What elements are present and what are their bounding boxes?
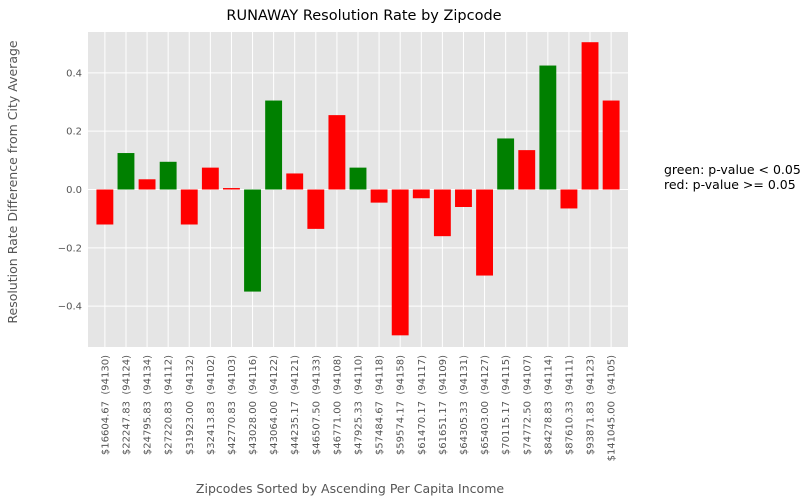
bar [412, 189, 430, 199]
bar [328, 115, 346, 190]
bar [244, 189, 261, 292]
x-tick-label: $22247.83 (94124) [121, 355, 132, 455]
x-tick-label: $141045.00 (94105) [607, 355, 618, 462]
x-tick-label: $87610.33 (94111) [564, 355, 575, 455]
x-tick-label: $31923.00 (94132) [185, 355, 196, 455]
bar [286, 173, 304, 190]
x-tick-label: $43028.00 (94116) [248, 355, 259, 455]
x-tick-label: $65403.00 (94127) [480, 355, 491, 455]
bar [602, 100, 620, 190]
bar [349, 167, 367, 190]
x-tick-label: $84278.83 (94114) [543, 355, 554, 455]
bar [223, 188, 240, 190]
x-tick-label: $32413.83 (94102) [206, 355, 217, 455]
bar [370, 189, 388, 203]
bar [265, 100, 283, 190]
bar [138, 179, 156, 190]
bar [307, 189, 325, 229]
x-tick-label: $16604.67 (94130) [100, 355, 111, 455]
bar [497, 138, 515, 190]
bars [96, 42, 620, 336]
x-tick-label: $70115.17 (94115) [501, 355, 512, 455]
x-tick-label: $74772.50 (94107) [522, 355, 533, 455]
x-tick-label: $57484.67 (94118) [375, 355, 386, 455]
bar [159, 161, 177, 190]
bar [518, 150, 536, 190]
y-axis-ticks: −0.4 −0.2 0.0 0.2 0.4 [58, 68, 82, 312]
chart-title: RUNAWAY Resolution Rate by Zipcode [226, 8, 501, 24]
bar [433, 189, 451, 237]
bar [201, 167, 219, 190]
bar [391, 189, 409, 336]
y-tick-label: −0.4 [58, 302, 82, 313]
y-tick-label: −0.2 [58, 243, 82, 254]
x-tick-label: $59574.17 (94158) [396, 355, 407, 455]
x-tick-label: $24795.83 (94134) [143, 355, 154, 455]
x-tick-label: $46771.00 (94108) [332, 355, 343, 455]
x-tick-label: $44235.17 (94121) [290, 355, 301, 455]
y-tick-label: 0.4 [66, 68, 82, 79]
bar [180, 189, 198, 225]
x-tick-label: $64305.33 (94131) [459, 355, 470, 455]
x-tick-label: $43064.00 (94122) [269, 355, 280, 455]
x-axis-ticks: $16604.67 (94130) $22247.83 (94124) $24795… [100, 355, 617, 462]
bar [117, 153, 135, 190]
bar [539, 65, 557, 190]
x-tick-label: $27220.83 (94112) [164, 355, 175, 455]
y-tick-label: 0.2 [66, 127, 82, 138]
bar [560, 189, 578, 209]
bar [581, 42, 599, 190]
x-tick-label: $61470.17 (94117) [417, 355, 428, 455]
x-tick-label: $61651.17 (94109) [438, 355, 449, 455]
bar [455, 189, 472, 207]
x-tick-label: $46507.50 (94133) [311, 355, 322, 455]
x-tick-label: $47925.33 (94110) [354, 355, 365, 455]
y-axis-label: Resolution Rate Difference from City Ave… [5, 40, 20, 324]
legend-note-red: red: p-value >= 0.05 [664, 177, 796, 192]
legend-note-green: green: p-value < 0.05 [664, 162, 801, 177]
y-tick-label: 0.0 [66, 185, 82, 196]
bar [96, 189, 114, 225]
bar [476, 189, 493, 276]
x-tick-label: $42770.83 (94103) [227, 355, 238, 455]
x-axis-label: Zipcodes Sorted by Ascending Per Capita … [196, 481, 504, 496]
x-tick-label: $93871.83 (94123) [586, 355, 597, 455]
